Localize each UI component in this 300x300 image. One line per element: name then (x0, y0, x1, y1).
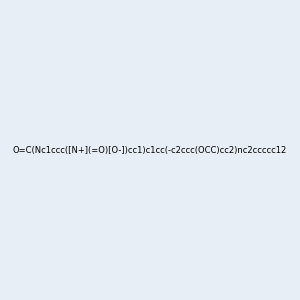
Text: O=C(Nc1ccc([N+](=O)[O-])cc1)c1cc(-c2ccc(OCC)cc2)nc2ccccc12: O=C(Nc1ccc([N+](=O)[O-])cc1)c1cc(-c2ccc(… (13, 146, 287, 154)
